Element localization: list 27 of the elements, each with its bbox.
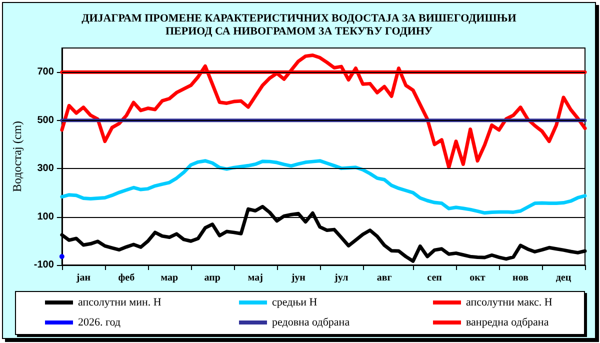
line-series <box>60 159 587 215</box>
y-tick-label: 300 <box>37 163 54 174</box>
x-tick-label: јун <box>290 272 306 284</box>
y-axis-title: Водостај (cm) <box>10 120 24 192</box>
y-tick-label: 100 <box>37 211 54 222</box>
legend-label: 2026. год <box>78 316 121 328</box>
line-series <box>60 53 587 170</box>
x-tick-label: мар <box>160 272 178 284</box>
legend-label: апсолутни мин. Н <box>78 296 162 308</box>
legend-label: апсолутни макс. Н <box>466 296 552 308</box>
x-tick-label: окт <box>470 272 486 284</box>
x-tick-label: мај <box>248 272 263 284</box>
x-tick-label: авг <box>376 272 392 284</box>
chart-title: ДИЈАГРАМ ПРОМЕНЕ КАРАКТЕРИСТИЧНИХ ВОДОСТАЈА ЗА ВИШЕГОДИШЊИ ПЕРИОД СА НИВОГРАМОМ ЗА ТЕКУЋУ ГОДИНУ <box>82 12 517 38</box>
x-tick-label: феб <box>118 272 135 284</box>
x-tick-label: сеп <box>427 272 442 284</box>
legend-label: ванредна одбрана <box>466 316 549 328</box>
y-tick-label: -100 <box>34 260 54 270</box>
x-tick-label: нов <box>512 272 530 284</box>
x-tick-label: јул <box>334 272 349 284</box>
x-tick-label: апр <box>204 272 221 284</box>
x-tick-label: дец <box>556 272 572 284</box>
legend-label: редовна одбрана <box>272 316 350 328</box>
x-tick-label: јан <box>75 272 91 284</box>
legend-label: средњи Н <box>272 296 318 308</box>
y-tick-label: 700 <box>37 66 54 78</box>
y-tick-label: 500 <box>37 114 54 126</box>
